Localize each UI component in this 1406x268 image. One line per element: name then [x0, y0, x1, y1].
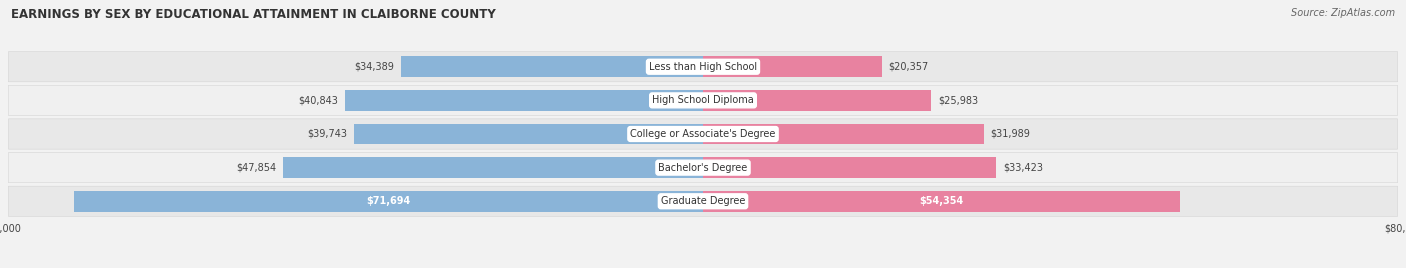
Text: Graduate Degree: Graduate Degree — [661, 196, 745, 206]
Text: $39,743: $39,743 — [308, 129, 347, 139]
Text: Less than High School: Less than High School — [650, 62, 756, 72]
Text: EARNINGS BY SEX BY EDUCATIONAL ATTAINMENT IN CLAIBORNE COUNTY: EARNINGS BY SEX BY EDUCATIONAL ATTAINMEN… — [11, 8, 496, 21]
Text: Source: ZipAtlas.com: Source: ZipAtlas.com — [1291, 8, 1395, 18]
Bar — [703, 157, 995, 178]
Text: $33,423: $33,423 — [1002, 163, 1043, 173]
Bar — [75, 191, 703, 212]
FancyBboxPatch shape — [8, 52, 1398, 82]
FancyBboxPatch shape — [8, 152, 1398, 183]
Bar — [703, 56, 882, 77]
Text: $31,989: $31,989 — [991, 129, 1031, 139]
Bar — [344, 90, 703, 111]
Bar — [354, 124, 703, 144]
Text: $25,983: $25,983 — [938, 95, 979, 105]
Bar — [703, 124, 984, 144]
Bar — [401, 56, 703, 77]
Text: $40,843: $40,843 — [298, 95, 337, 105]
FancyBboxPatch shape — [8, 85, 1398, 116]
Text: Bachelor's Degree: Bachelor's Degree — [658, 163, 748, 173]
Text: $54,354: $54,354 — [920, 196, 963, 206]
Bar — [703, 191, 1180, 212]
Text: High School Diploma: High School Diploma — [652, 95, 754, 105]
Bar — [703, 90, 931, 111]
Text: College or Associate's Degree: College or Associate's Degree — [630, 129, 776, 139]
Bar — [284, 157, 703, 178]
FancyBboxPatch shape — [8, 186, 1398, 216]
Text: $34,389: $34,389 — [354, 62, 395, 72]
Text: $71,694: $71,694 — [367, 196, 411, 206]
Text: $47,854: $47,854 — [236, 163, 277, 173]
FancyBboxPatch shape — [8, 119, 1398, 149]
Text: $20,357: $20,357 — [889, 62, 929, 72]
